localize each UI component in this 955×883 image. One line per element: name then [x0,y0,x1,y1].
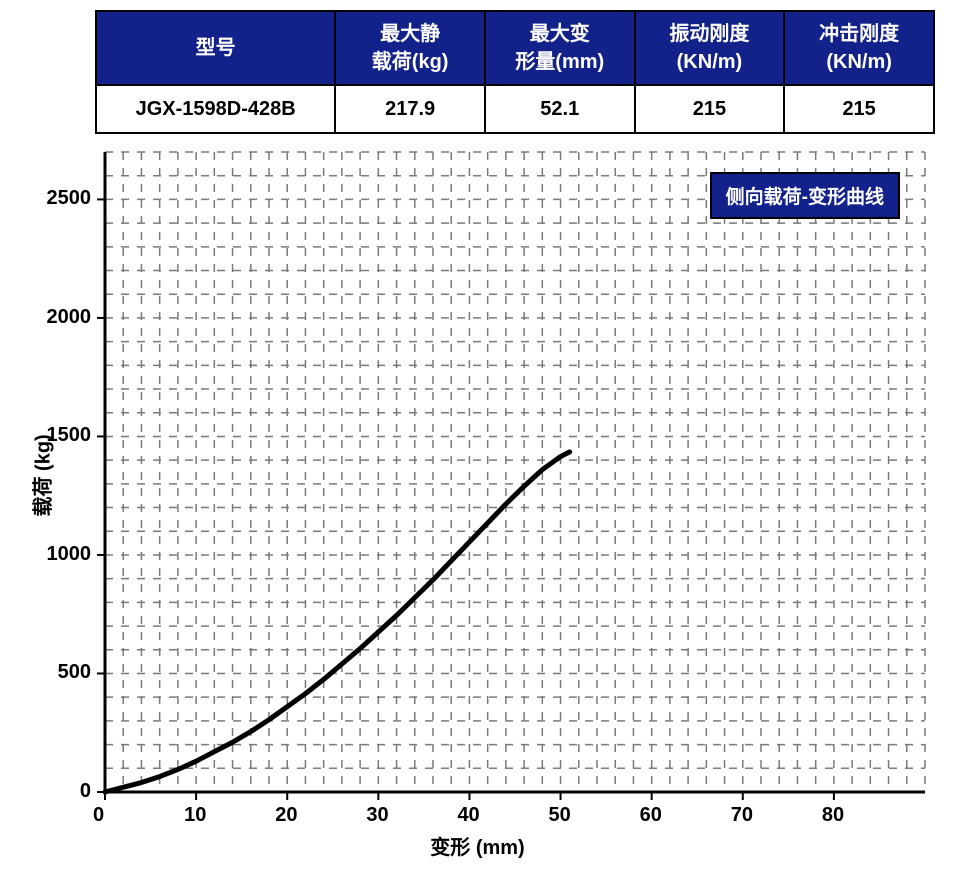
cell-vib-stiff: 215 [635,85,785,133]
spec-table: 型号 最大静载荷(kg) 最大变形量(mm) 振动刚度(KN/m) 冲击刚度(K… [95,10,935,134]
x-tick-label: 30 [366,804,388,827]
x-tick-label: 70 [731,804,753,827]
col-shock-stiff: 冲击刚度(KN/m) [784,11,934,85]
chart-legend: 侧向载荷-变形曲线 [710,172,900,219]
y-tick-label: 1500 [47,424,92,447]
x-tick-label: 40 [457,804,479,827]
y-tick-label: 500 [58,661,91,684]
x-tick-label: 0 [93,804,104,827]
cell-shock-stiff: 215 [784,85,934,133]
y-tick-label: 0 [80,780,91,803]
col-model: 型号 [96,11,335,85]
x-tick-label: 20 [275,804,297,827]
y-tick-label: 2500 [47,187,92,210]
col-max-deform: 最大变形量(mm) [485,11,635,85]
chart-area: 载荷 (kg) 变形 (mm) 侧向载荷-变形曲线 01020304050607… [10,142,945,862]
cell-model: JGX-1598D-428B [96,85,335,133]
x-tick-label: 80 [822,804,844,827]
table-row: JGX-1598D-428B 217.9 52.1 215 215 [96,85,934,133]
chart-svg [10,142,945,862]
x-tick-label: 60 [640,804,662,827]
page-container: 型号 最大静载荷(kg) 最大变形量(mm) 振动刚度(KN/m) 冲击刚度(K… [0,0,955,872]
cell-max-deform: 52.1 [485,85,635,133]
x-tick-label: 10 [184,804,206,827]
table-header-row: 型号 最大静载荷(kg) 最大变形量(mm) 振动刚度(KN/m) 冲击刚度(K… [96,11,934,85]
x-tick-label: 50 [549,804,571,827]
x-axis-label: 变形 (mm) [430,831,524,860]
cell-max-load: 217.9 [335,85,485,133]
col-vib-stiff: 振动刚度(KN/m) [635,11,785,85]
y-tick-label: 2000 [47,306,92,329]
col-max-load: 最大静载荷(kg) [335,11,485,85]
y-tick-label: 1000 [47,543,92,566]
